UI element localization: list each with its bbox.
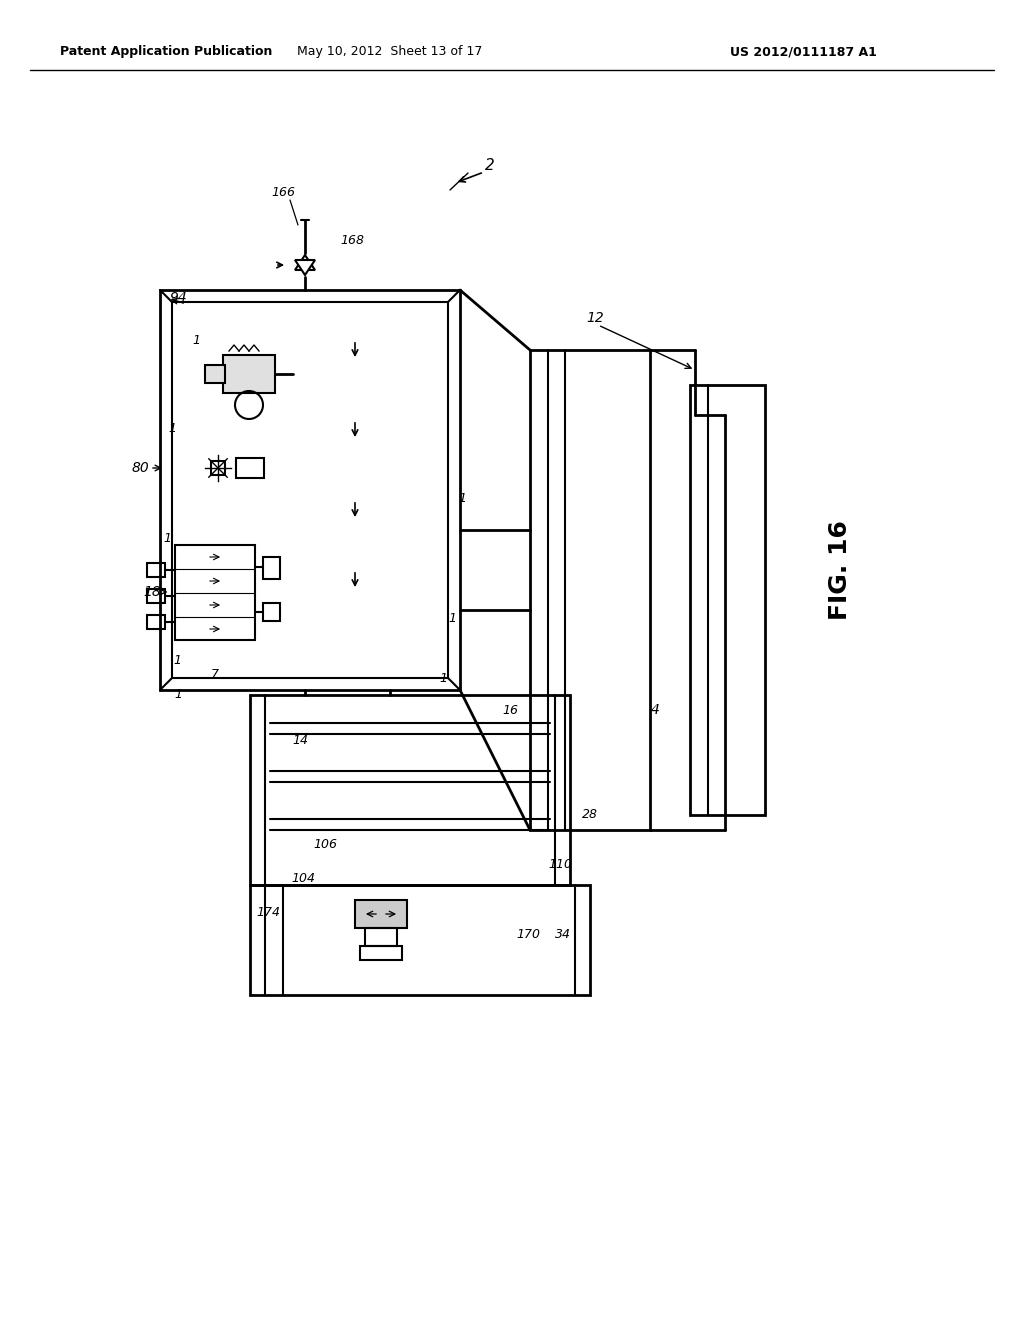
Text: 106: 106 [313, 838, 337, 851]
Text: 18: 18 [143, 585, 161, 599]
Bar [172, 302, 449, 678]
Polygon shape [295, 255, 315, 271]
Bar [147, 589, 165, 603]
Text: May 10, 2012  Sheet 13 of 17: May 10, 2012 Sheet 13 of 17 [297, 45, 482, 58]
Text: 14: 14 [292, 734, 308, 747]
Bar [263, 603, 280, 620]
Bar [530, 350, 650, 830]
Text: 1: 1 [449, 611, 456, 624]
Text: 94: 94 [169, 290, 186, 305]
Bar [211, 461, 225, 475]
Text: 166: 166 [271, 186, 295, 198]
Bar [205, 366, 225, 383]
Bar [175, 545, 255, 640]
Text: 1: 1 [174, 689, 182, 701]
Bar [263, 557, 280, 579]
Bar [147, 615, 165, 630]
Text: 12: 12 [586, 312, 604, 325]
Text: 16: 16 [502, 704, 518, 717]
Bar [147, 564, 165, 577]
Bar [360, 946, 402, 960]
Text: 7: 7 [211, 668, 219, 681]
Bar [236, 458, 264, 478]
Text: 1: 1 [168, 421, 176, 434]
Bar [690, 385, 765, 814]
Text: 80: 80 [131, 461, 148, 475]
Bar [160, 290, 460, 690]
Text: 4: 4 [650, 704, 659, 717]
Text: 170: 170 [516, 928, 540, 941]
Text: 34: 34 [555, 928, 571, 941]
Text: 1: 1 [439, 672, 447, 685]
Polygon shape [295, 260, 315, 275]
Text: 1: 1 [458, 491, 466, 504]
Text: 174: 174 [256, 906, 280, 919]
Bar [223, 355, 275, 393]
Text: 1: 1 [163, 532, 171, 544]
Bar [355, 900, 407, 928]
Text: 28: 28 [582, 808, 598, 821]
Text: FIG. 16: FIG. 16 [828, 520, 852, 620]
Text: 110: 110 [548, 858, 572, 871]
Text: 1: 1 [193, 334, 200, 346]
Text: US 2012/0111187 A1: US 2012/0111187 A1 [730, 45, 877, 58]
Text: 168: 168 [340, 234, 364, 247]
Text: Patent Application Publication: Patent Application Publication [60, 45, 272, 58]
Text: 104: 104 [291, 871, 315, 884]
Text: 2: 2 [485, 157, 495, 173]
Bar [250, 884, 590, 995]
Text: 1: 1 [173, 653, 181, 667]
Bar [250, 696, 570, 884]
Bar [365, 928, 397, 946]
